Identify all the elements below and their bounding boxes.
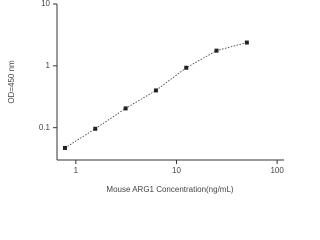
point xyxy=(153,88,158,93)
y-tick-label: 10 xyxy=(41,0,50,8)
point xyxy=(123,106,128,111)
point xyxy=(93,126,98,131)
point xyxy=(62,145,67,150)
page: OD=450 nm Mouse ARG1 Concentration(ng/mL… xyxy=(7,0,285,195)
y-tick-label: 0.1 xyxy=(39,123,51,132)
point xyxy=(214,48,219,53)
chart: OD=450 nm Mouse ARG1 Concentration(ng/mL… xyxy=(7,0,284,194)
point xyxy=(184,65,189,70)
x-axis-label: Mouse ARG1 Concentration(ng/mL) xyxy=(106,185,234,194)
x-tick-label: 1 xyxy=(74,166,79,175)
x-tick-label: 10 xyxy=(172,166,181,175)
x-tick-label: 100 xyxy=(270,166,284,175)
point xyxy=(244,40,249,45)
y-axis-label: OD=450 nm xyxy=(7,60,16,104)
fit-curve xyxy=(64,42,247,149)
y-tick-label: 1 xyxy=(46,61,51,70)
